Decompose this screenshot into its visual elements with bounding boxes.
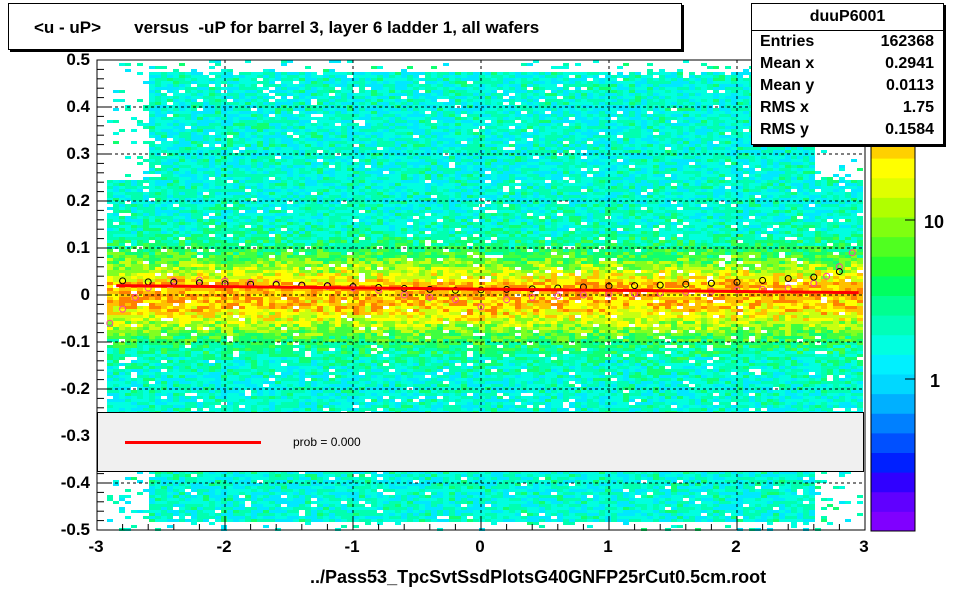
profile-black-point — [835, 268, 843, 275]
y-tick-label: -0.5 — [60, 520, 90, 539]
profile-pink-point — [195, 276, 203, 284]
profile-pink-point — [554, 292, 562, 300]
profile-black-point — [682, 280, 690, 288]
color-scale-segment — [871, 393, 915, 414]
color-scale-segment — [871, 354, 915, 375]
profile-pink-point — [848, 249, 856, 257]
color-scale-segment — [871, 295, 915, 316]
color-scale-segment — [871, 315, 915, 336]
profile-black-point — [759, 276, 767, 284]
color-scale-segment — [871, 491, 915, 512]
stats-value: 162368 — [880, 33, 934, 50]
y-tick-label: 0.5 — [66, 50, 90, 69]
stats-box: duuP6001 Entries 162368 Mean x 0.2941 Me… — [751, 3, 944, 145]
footer-filename: ../Pass53_TpcSvtSsdPlotsG40GNFP25rCut0.5… — [310, 567, 767, 587]
profile-pink-point — [400, 291, 408, 299]
y-tick-label: 0.3 — [66, 144, 90, 163]
stats-row-rms-y: RMS y 0.1584 — [752, 119, 943, 141]
stats-row-mean-y: Mean y 0.0113 — [752, 75, 943, 97]
stats-label: Mean x — [760, 55, 815, 72]
stats-row-entries: Entries 162368 — [752, 31, 943, 53]
profile-black-point — [707, 279, 715, 287]
legend-box: prob = 0.000 — [97, 412, 864, 472]
color-scale-segment — [871, 452, 915, 473]
profile-pink-point — [579, 291, 587, 299]
stats-value: 0.0113 — [885, 77, 934, 94]
profile-black-point — [631, 282, 639, 290]
profile-pink-point — [451, 296, 459, 304]
z-tick-label: 10 — [924, 212, 945, 232]
color-scale-segment — [871, 472, 915, 493]
profile-pink-point — [503, 296, 511, 304]
color-scale-segment — [871, 334, 915, 355]
plot-title: <u - uP> versus -uP for barrel 3, layer … — [34, 18, 540, 37]
profile-black-point — [784, 275, 792, 283]
stats-label: RMS x — [760, 99, 809, 116]
color-scale-segment — [871, 511, 915, 532]
color-scale-segment — [871, 217, 915, 238]
stats-value: 0.1584 — [885, 121, 934, 138]
z-tick-label: 1 — [930, 371, 941, 391]
profile-pink-point — [131, 293, 139, 301]
profile-pink-point — [247, 278, 255, 286]
y-tick-label: 0.1 — [66, 238, 90, 257]
x-tick-label: -2 — [216, 537, 232, 556]
profile-pink-point — [426, 293, 434, 301]
profile-black-point — [810, 273, 818, 281]
x-tick-label: 1 — [603, 537, 613, 556]
profile-pink-point — [477, 303, 485, 311]
y-tick-label: -0.2 — [60, 379, 90, 398]
stats-name: duuP6001 — [752, 4, 943, 31]
color-scale-segment — [871, 236, 915, 257]
stats-row-mean-x: Mean x 0.2941 — [752, 53, 943, 75]
x-tick-label: 2 — [731, 537, 741, 556]
profile-pink-point — [823, 272, 831, 280]
color-scale-segment — [871, 158, 915, 179]
x-tick-label: 3 — [859, 537, 869, 556]
y-tick-label: -0.4 — [60, 473, 90, 492]
y-tick-label: -0.3 — [60, 426, 90, 445]
x-tick-label: -3 — [88, 537, 104, 556]
profile-black-point — [119, 277, 127, 285]
profile-pink-point — [835, 263, 843, 271]
x-tick-label: 0 — [475, 537, 485, 556]
y-tick-label: 0 — [80, 285, 90, 304]
stats-value: 1.75 — [902, 99, 934, 116]
profile-black-point — [733, 278, 741, 286]
color-scale-segment — [871, 177, 915, 198]
color-scale-segment — [871, 432, 915, 453]
title-box: <u - uP> versus -uP for barrel 3, layer … — [8, 3, 682, 50]
color-scale-segment — [871, 197, 915, 218]
stats-label: RMS y — [760, 121, 809, 138]
stats-row-rms-x: RMS x 1.75 — [752, 97, 943, 119]
color-scale-segment — [871, 413, 915, 434]
y-tick-label: 0.4 — [66, 97, 90, 116]
legend-fit-line — [125, 441, 261, 444]
y-tick-label: -0.1 — [60, 332, 90, 351]
profile-pink-point — [221, 277, 229, 285]
color-scale-segment — [871, 256, 915, 277]
stats-label: Entries — [760, 33, 815, 50]
profile-black-point — [656, 281, 664, 289]
profile-pink-point — [119, 305, 127, 313]
profile-pink-point — [528, 293, 536, 301]
color-scale-segment — [871, 275, 915, 296]
y-tick-label: 0.2 — [66, 191, 90, 210]
stats-label: Mean y — [760, 77, 815, 94]
legend-text: prob = 0.000 — [293, 435, 361, 449]
profile-pink-point — [106, 319, 114, 327]
stats-value: 0.2941 — [885, 55, 934, 72]
x-tick-label: -1 — [344, 537, 360, 556]
fit-line — [116, 284, 859, 295]
color-scale-segment — [871, 374, 915, 395]
